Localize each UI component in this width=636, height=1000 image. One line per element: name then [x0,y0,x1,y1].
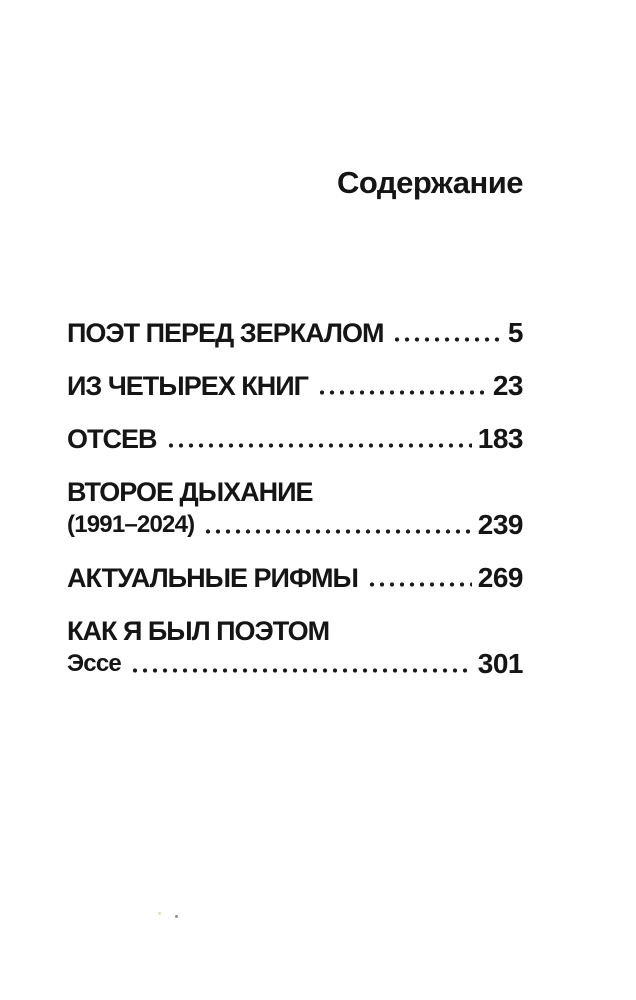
toc-entry: ПОЭТ ПЕРЕД ЗЕРКАЛОМ 5 [67,317,524,349]
scan-speck [175,915,178,918]
dot-leader [392,337,502,342]
toc-entry-subtitle: Эссе [67,650,122,677]
dot-leader [129,668,472,673]
page-number: 301 [477,648,524,679]
toc-list: ПОЭТ ПЕРЕД ЗЕРКАЛОМ 5 ИЗ ЧЕТЫРЕХ КНИГ 23… [67,317,524,680]
toc-content: Содержание ПОЭТ ПЕРЕД ЗЕРКАЛОМ 5 ИЗ ЧЕТЫ… [67,165,524,701]
dot-leader [203,529,472,534]
dot-leader [165,443,472,448]
toc-entry: АКТУАЛЬНЫЕ РИФМЫ 269 [67,562,524,594]
toc-entry-title: ПОЭТ ПЕРЕД ЗЕРКАЛОМ [67,318,384,348]
toc-entry-title: ИЗ ЧЕТЫРЕХ КНИГ [67,371,309,401]
toc-entry: ВТОРОЕ ДЫХАНИЕ (1991–2024) 239 [67,476,524,541]
toc-entry-title: ВТОРОЕ ДЫХАНИЕ [67,477,314,507]
page-number: 269 [477,562,524,593]
toc-row: ПОЭТ ПЕРЕД ЗЕРКАЛОМ 5 [67,317,524,349]
toc-entry: КАК Я БЫЛ ПОЭТОМ Эссе 301 [67,615,524,680]
toc-entry: ОТСЕВ 183 [67,423,524,455]
dot-leader [366,582,472,587]
toc-entry-title: АКТУАЛЬНЫЕ РИФМЫ [67,563,359,593]
toc-entry-title: ОТСЕВ [67,424,157,454]
page-number: 5 [507,317,524,348]
toc-row: КАК Я БЫЛ ПОЭТОМ [67,615,523,647]
dot-leader [316,390,487,395]
page-number: 239 [477,509,524,540]
page-number: 23 [492,370,524,401]
page-number: 183 [477,423,524,454]
toc-entry-title: КАК Я БЫЛ ПОЭТОМ [67,616,330,646]
toc-row: (1991–2024) 239 [67,508,524,541]
toc-row: Эссе 301 [67,647,524,680]
toc-row: ОТСЕВ 183 [67,423,524,455]
toc-row: ИЗ ЧЕТЫРЕХ КНИГ 23 [67,370,524,402]
toc-entry: ИЗ ЧЕТЫРЕХ КНИГ 23 [67,370,524,402]
toc-row: АКТУАЛЬНЫЕ РИФМЫ 269 [67,562,524,594]
toc-entry-subtitle: (1991–2024) [67,511,195,538]
toc-row: ВТОРОЕ ДЫХАНИЕ [67,476,523,508]
scan-speck [158,912,161,915]
page-title: Содержание [337,165,523,200]
